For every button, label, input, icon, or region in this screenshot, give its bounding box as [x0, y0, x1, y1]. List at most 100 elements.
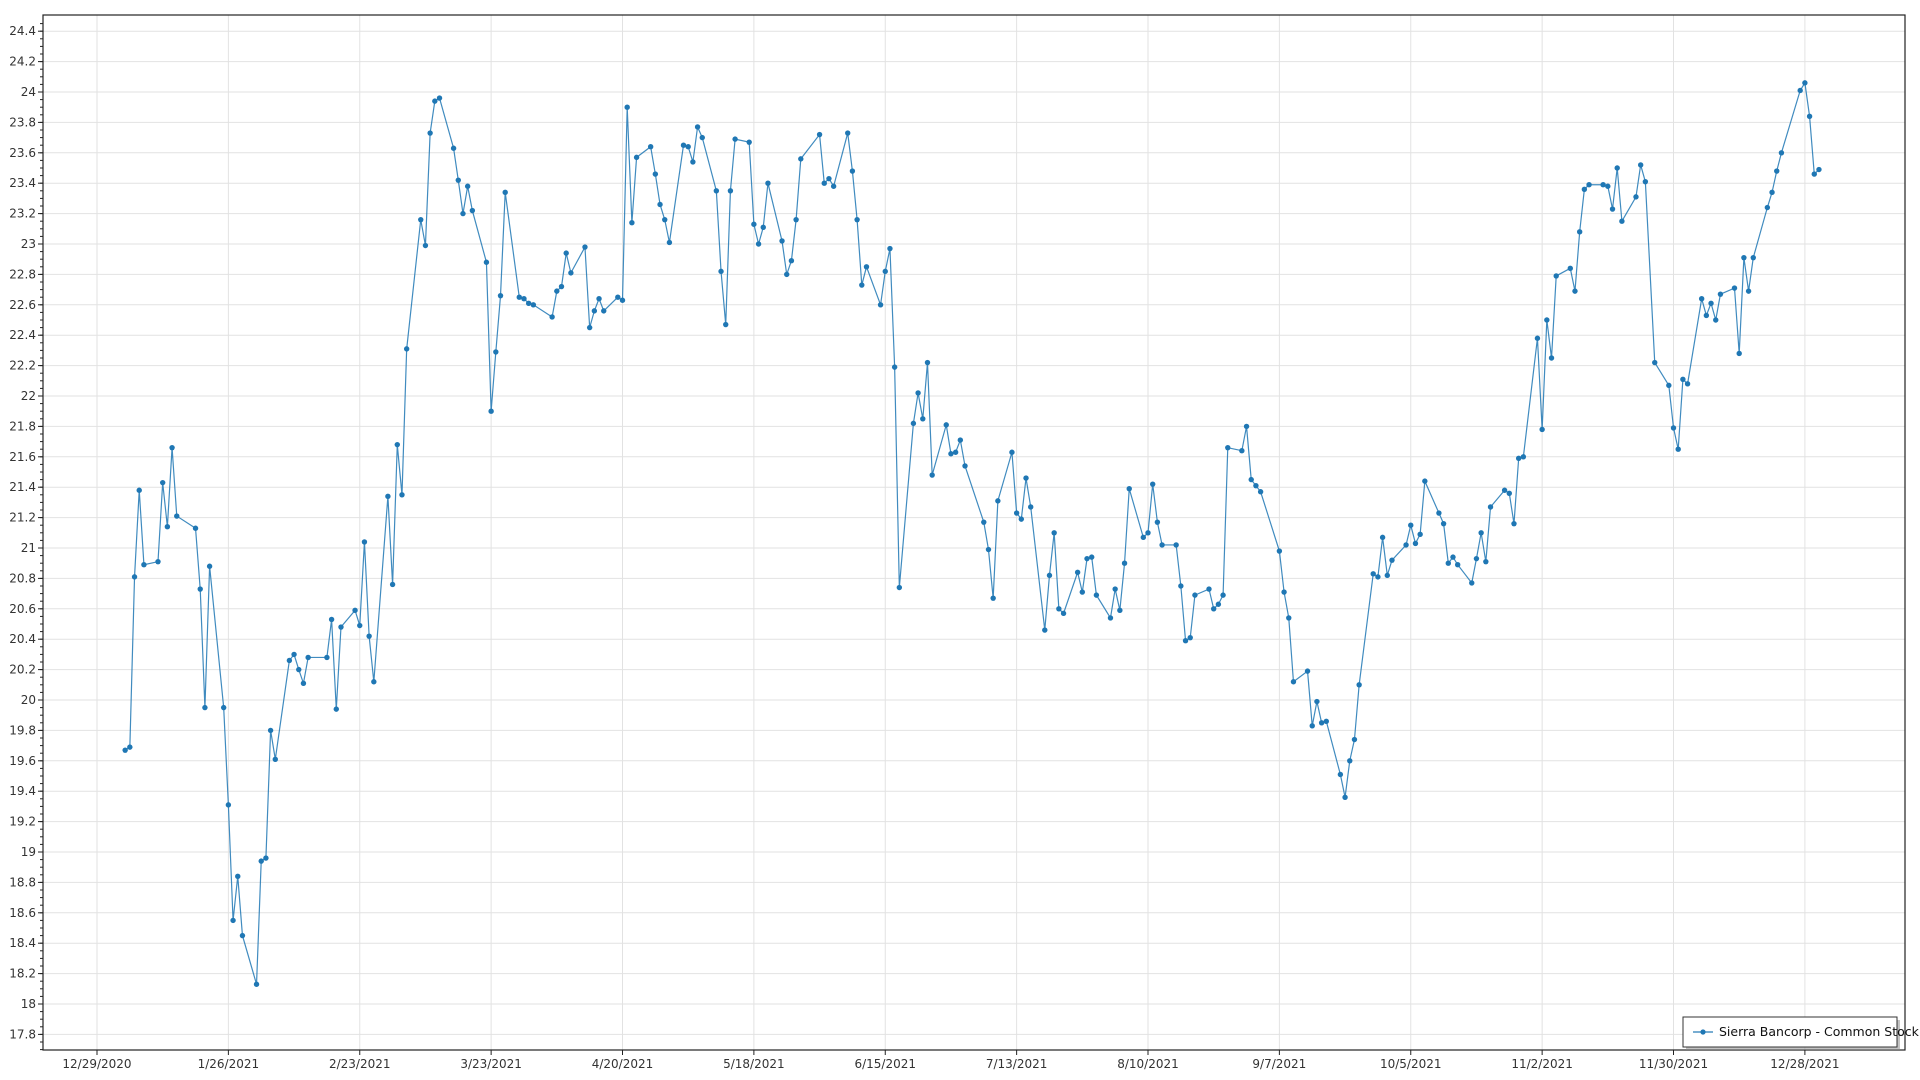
y-tick-label: 21.4	[9, 480, 36, 494]
y-axis: 17.8 18 18.2 18.4 18.6 18.8 19 19.2 19.4 19.6 19.8…	[9, 23, 43, 1051]
data-point	[1403, 542, 1409, 548]
data-point	[943, 422, 949, 428]
data-point	[563, 250, 569, 256]
data-point	[1304, 668, 1311, 674]
data-point	[136, 487, 142, 493]
data-point	[361, 539, 368, 545]
data-point	[300, 680, 307, 686]
data-point	[690, 159, 696, 165]
data-point	[1351, 736, 1358, 743]
data-point	[1276, 548, 1283, 554]
data-point	[436, 95, 443, 101]
data-point	[1548, 355, 1555, 361]
data-point	[258, 858, 264, 864]
data-point	[1741, 254, 1747, 261]
data-point	[1539, 426, 1545, 433]
y-tick-label: 21	[21, 541, 36, 555]
data-point	[1079, 589, 1086, 595]
data-point	[239, 932, 246, 939]
data-point	[1619, 218, 1625, 224]
data-point	[371, 679, 377, 685]
data-point	[1515, 455, 1522, 462]
x-tick-label: 12/28/2021	[1770, 1057, 1839, 1071]
data-point	[1145, 530, 1151, 536]
data-point	[1487, 504, 1494, 510]
data-point	[1811, 171, 1817, 177]
data-point	[1060, 610, 1067, 617]
data-point	[1652, 359, 1658, 366]
x-tick-label: 6/15/2021	[854, 1057, 916, 1071]
data-point	[432, 98, 438, 104]
y-tick-label: 22.4	[9, 328, 36, 342]
data-point	[1436, 510, 1442, 516]
data-point	[1051, 530, 1057, 536]
data-point	[1445, 560, 1451, 566]
data-point	[1572, 288, 1578, 294]
data-point	[1009, 449, 1015, 455]
data-point	[455, 177, 461, 183]
data-point	[220, 704, 227, 711]
data-point	[296, 666, 302, 673]
y-tick-label: 22.8	[9, 267, 36, 281]
data-point	[732, 136, 738, 142]
data-point	[1121, 560, 1128, 566]
data-point	[887, 245, 893, 252]
data-point	[1670, 425, 1677, 431]
data-point	[1581, 186, 1588, 192]
data-point	[235, 873, 241, 880]
data-point	[694, 124, 701, 130]
data-point	[1342, 794, 1348, 800]
data-point	[1816, 166, 1822, 173]
data-point	[206, 563, 213, 569]
data-point	[981, 519, 987, 525]
data-point	[1225, 444, 1231, 451]
data-point	[1182, 638, 1189, 644]
data-point	[1187, 634, 1193, 641]
data-point	[816, 131, 823, 138]
data-point	[1056, 606, 1062, 612]
x-tick-label: 7/13/2021	[986, 1057, 1048, 1071]
data-point	[131, 574, 138, 580]
series-line	[124, 81, 1820, 985]
data-point	[427, 130, 433, 136]
data-point	[230, 917, 236, 924]
data-point	[1192, 592, 1198, 598]
data-point	[1684, 381, 1691, 387]
data-point	[896, 584, 903, 591]
data-point	[948, 451, 954, 457]
data-point	[1567, 265, 1573, 272]
data-point	[751, 221, 757, 227]
data-point	[1023, 475, 1029, 481]
data-point	[1389, 557, 1395, 563]
x-tick-label: 5/18/2021	[723, 1057, 785, 1071]
data-point	[530, 302, 537, 308]
y-tick-label: 24.4	[9, 24, 36, 38]
data-point	[586, 324, 593, 331]
data-point	[962, 463, 968, 469]
legend: Sierra Bancorp - Common Stock	[1682, 1016, 1920, 1050]
data-point	[891, 364, 898, 370]
data-point	[910, 420, 917, 427]
data-point	[502, 189, 508, 196]
data-point	[788, 258, 795, 264]
data-point	[422, 242, 429, 249]
data-point	[1159, 542, 1165, 548]
data-point	[596, 296, 602, 302]
data-point	[1713, 317, 1719, 323]
data-point	[1173, 542, 1179, 548]
data-point	[1370, 571, 1376, 577]
data-point	[990, 595, 996, 601]
data-point	[267, 727, 274, 734]
data-point	[798, 156, 804, 162]
data-point	[718, 268, 724, 275]
y-tick-label: 21.2	[9, 511, 36, 525]
data-point	[647, 144, 654, 150]
y-tick-label: 24.2	[9, 55, 36, 69]
data-point	[1117, 607, 1123, 614]
data-point	[1769, 189, 1775, 196]
data-point	[1028, 504, 1034, 510]
data-point	[1440, 520, 1447, 527]
data-point	[1384, 572, 1391, 579]
data-point	[516, 294, 522, 300]
data-point	[1337, 771, 1344, 778]
